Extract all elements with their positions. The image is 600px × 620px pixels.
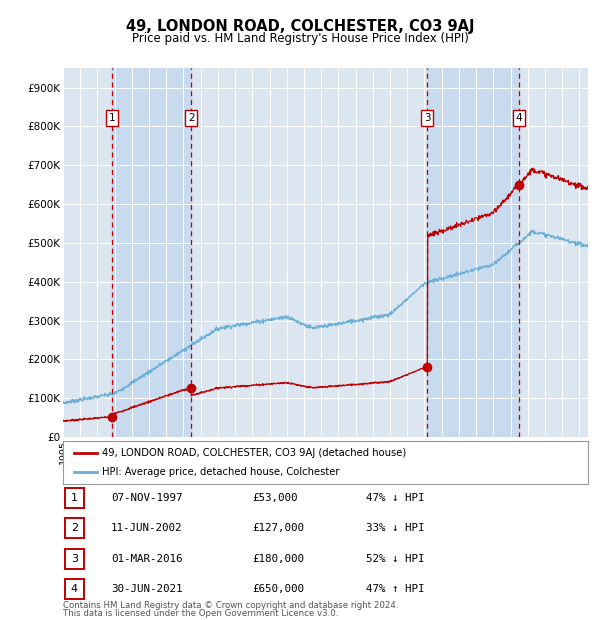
Text: 47% ↓ HPI: 47% ↓ HPI [366,493,425,503]
Text: 3: 3 [71,554,78,564]
Text: 47% ↑ HPI: 47% ↑ HPI [366,584,425,594]
Text: 49, LONDON ROAD, COLCHESTER, CO3 9AJ: 49, LONDON ROAD, COLCHESTER, CO3 9AJ [126,19,474,33]
Text: 1: 1 [71,493,78,503]
Text: 01-MAR-2016: 01-MAR-2016 [111,554,182,564]
Text: 33% ↓ HPI: 33% ↓ HPI [366,523,425,533]
Text: Price paid vs. HM Land Registry's House Price Index (HPI): Price paid vs. HM Land Registry's House … [131,32,469,45]
Text: 11-JUN-2002: 11-JUN-2002 [111,523,182,533]
Text: 2: 2 [71,523,78,533]
Bar [112,68,191,437]
Text: Contains HM Land Registry data © Crown copyright and database right 2024.: Contains HM Land Registry data © Crown c… [63,601,398,609]
Text: This data is licensed under the Open Government Licence v3.0.: This data is licensed under the Open Gov… [63,609,338,618]
Text: 4: 4 [516,113,523,123]
Text: £127,000: £127,000 [252,523,304,533]
Text: 52% ↓ HPI: 52% ↓ HPI [366,554,425,564]
Text: 30-JUN-2021: 30-JUN-2021 [111,584,182,594]
Text: £53,000: £53,000 [252,493,298,503]
Text: £650,000: £650,000 [252,584,304,594]
Text: HPI: Average price, detached house, Colchester: HPI: Average price, detached house, Colc… [103,467,340,477]
Bar [427,68,519,437]
Text: 1: 1 [109,113,115,123]
Text: 3: 3 [424,113,431,123]
Text: 2: 2 [188,113,194,123]
Text: 07-NOV-1997: 07-NOV-1997 [111,493,182,503]
Text: £180,000: £180,000 [252,554,304,564]
Text: 4: 4 [71,584,78,594]
Text: 49, LONDON ROAD, COLCHESTER, CO3 9AJ (detached house): 49, LONDON ROAD, COLCHESTER, CO3 9AJ (de… [103,448,407,458]
